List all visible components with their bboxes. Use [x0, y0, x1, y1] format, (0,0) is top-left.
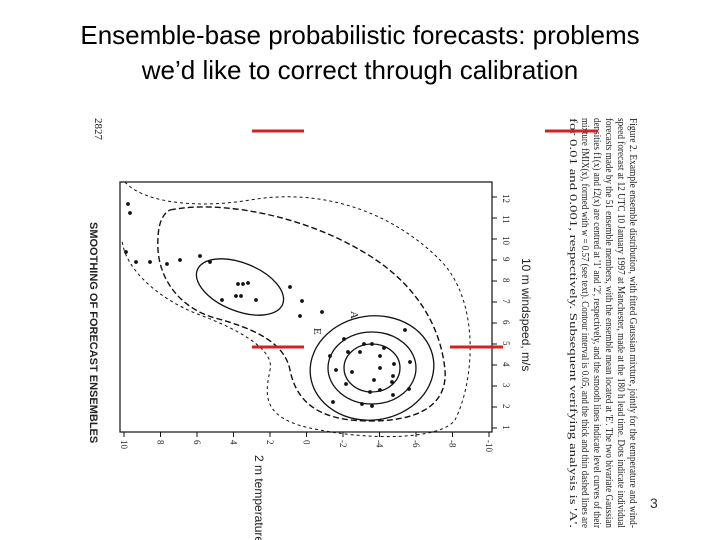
caption-line: densities f1(x) and f2(x) are centred at…	[591, 118, 602, 528]
ensemble-member-dot	[334, 368, 338, 372]
windspeed-tick-label: 7	[501, 299, 511, 304]
ensemble-member-dot	[298, 314, 302, 318]
ensemble-member-dot	[342, 337, 346, 341]
ensemble-member-dot	[344, 382, 348, 386]
ensemble-dots	[124, 202, 412, 408]
plot-frame	[119, 181, 493, 433]
windspeed-tick-label: 4	[501, 362, 511, 367]
ensemble-member-dot	[288, 285, 292, 289]
ensemble-member-dot	[378, 366, 382, 370]
ensemble-member-dot	[408, 360, 412, 364]
x-axis-label: 2 m temperature, °C	[252, 455, 266, 540]
windspeed-tick-label: 9	[501, 257, 511, 262]
temperature-tick-label: -4	[375, 440, 385, 448]
ensemble-member-dot	[391, 374, 395, 378]
windspeed-tick-label: 5	[501, 341, 511, 346]
ensemble-member-dot	[165, 262, 169, 266]
ensemble-member-dot	[246, 281, 250, 285]
temperature-tick-label: -6	[411, 440, 421, 448]
ensemble-mean-marker: E	[311, 328, 323, 335]
ensemble-member-dot	[346, 350, 350, 354]
ensemble-member-dot	[370, 404, 374, 408]
contour-001	[157, 206, 446, 422]
temperature-tick-label: -2	[338, 440, 348, 448]
windspeed-tick-label: 11	[501, 215, 511, 224]
windspeed-tick-label: 6	[501, 320, 511, 325]
contour-cluster-lower-mid	[327, 331, 417, 405]
ensemble-member-dot	[370, 342, 374, 346]
ensemble-member-dot	[392, 362, 396, 366]
ensemble-member-dot	[126, 202, 130, 206]
ensemble-member-dot	[403, 328, 407, 332]
contour-cluster-lower-outer	[309, 315, 435, 421]
ensemble-member-dot	[390, 380, 394, 384]
temperature-tick-label: -8	[448, 440, 458, 448]
ensemble-member-dot	[328, 354, 332, 358]
contour-cluster-upper	[195, 258, 285, 316]
page-number: 3	[650, 495, 658, 511]
ensemble-member-dot	[236, 282, 240, 286]
ensemble-member-dot	[358, 350, 362, 354]
ensemble-member-dot	[239, 294, 243, 298]
contour-0001	[121, 181, 471, 438]
windspeed-tick-label: 10	[501, 236, 511, 246]
ensemble-member-dot	[198, 254, 202, 258]
ensemble-member-dot	[382, 346, 386, 350]
windspeed-tick-label: 3	[501, 383, 511, 388]
ensemble-member-dot	[241, 282, 245, 286]
ensemble-member-dot	[391, 393, 395, 397]
red-annotation-marks	[252, 129, 598, 349]
ensemble-member-dot	[220, 298, 224, 302]
temperature-tick-label: 2	[265, 440, 275, 445]
caption-line: Figure 2. Example ensemble distribution,…	[627, 118, 638, 528]
temperature-tick-label: 10	[119, 440, 129, 450]
ensemble-member-dot	[362, 342, 366, 346]
ensemble-member-dot	[234, 294, 238, 298]
windspeed-tick-label: 1	[501, 425, 511, 430]
title-line-2: we’d like to correct through calibration	[141, 55, 579, 85]
ensemble-member-dot	[208, 260, 212, 264]
ensemble-member-dot	[372, 378, 376, 382]
ensemble-member-dot	[320, 310, 324, 314]
slide-title: Ensemble-base probabilistic forecasts: p…	[0, 18, 720, 88]
y-axis-label: 10 m windspeed, m/s	[519, 258, 533, 371]
temperature-tick-label: -10	[484, 440, 494, 452]
windspeed-tick-label: 2	[501, 404, 511, 409]
ensemble-member-dot	[378, 354, 382, 358]
temperature-tick-label: 4	[229, 440, 239, 445]
caption-line: mixture fMIX(x), formed with w = 0.57 (s…	[579, 118, 590, 528]
page-label: 2827	[92, 118, 104, 141]
analysis-marker: A	[348, 311, 360, 319]
ensemble-member-dot	[407, 387, 411, 391]
ensemble-member-dot	[148, 260, 152, 264]
ensemble-member-dot	[134, 260, 138, 264]
caption-line: speed forecast at 12 UTC 10 January 1997…	[615, 118, 626, 528]
ensemble-member-dot	[124, 250, 128, 254]
ensemble-member-dot	[300, 299, 304, 303]
temperature-ticks: 10 8 6 4 2 0 -2 -4 -6 -8 -10	[119, 432, 494, 452]
temperature-tick-label: 0	[302, 440, 312, 445]
title-line-1: Ensemble-base probabilistic forecasts: p…	[80, 20, 640, 50]
ensemble-member-dot	[128, 211, 132, 215]
temperature-tick-label: 8	[156, 440, 166, 445]
ensemble-member-dot	[360, 402, 364, 406]
windspeed-tick-label: 8	[501, 278, 511, 283]
ensemble-member-dot	[378, 388, 382, 392]
ensemble-member-dot	[254, 298, 258, 302]
caption-line: for 0.01 and 0.001, respectively. Subseq…	[567, 118, 578, 528]
figure-side-title: SMOOTHING OF FORECAST ENSEMBLES	[87, 222, 99, 443]
ensemble-member-dot	[178, 258, 182, 262]
ensemble-member-dot	[350, 370, 354, 374]
temperature-tick-label: 6	[192, 440, 202, 445]
ensemble-member-dot	[368, 390, 372, 394]
figure-caption: Figure 2. Example ensemble distribution,…	[567, 118, 638, 529]
ensemble-member-dot	[331, 400, 335, 404]
contour-cluster-lower-inner	[343, 343, 401, 393]
caption-line: forecasts made by the 51 ensemble member…	[603, 118, 614, 529]
windspeed-tick-label: 12	[501, 194, 511, 203]
